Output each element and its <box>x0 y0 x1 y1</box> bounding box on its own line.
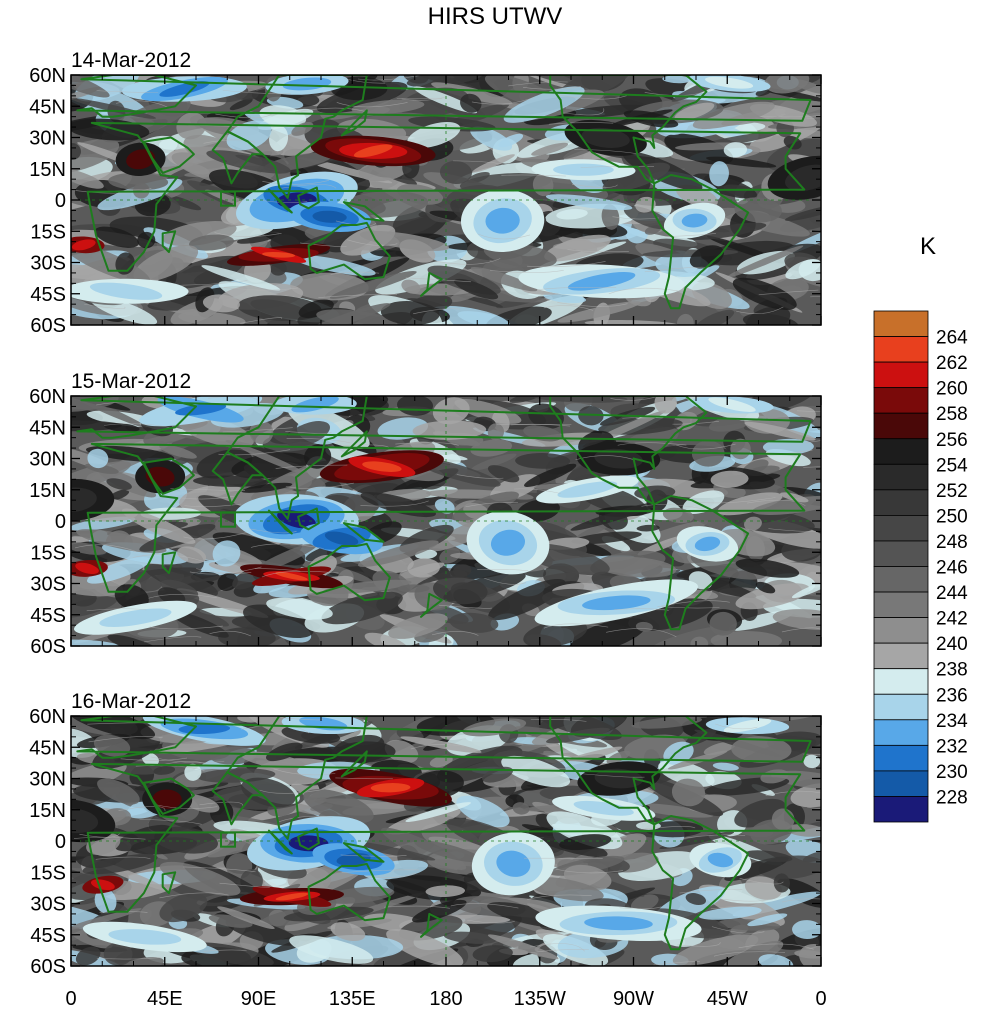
colorbar-swatch <box>873 566 929 593</box>
colorbar-swatch <box>873 642 929 670</box>
lat-tick-label: 15S <box>30 862 66 884</box>
colorbar-label: 260 <box>936 379 968 400</box>
colorbar-swatch <box>873 412 929 440</box>
lat-tick-label: 0 <box>55 511 66 533</box>
colorbar-label: 254 <box>936 455 968 476</box>
lon-tick-label: 90W <box>613 988 654 1010</box>
colorbar-swatch <box>873 770 929 797</box>
lat-tick-label: 15N <box>29 800 66 822</box>
colorbar-label: 262 <box>936 353 968 374</box>
colorbar-label: 248 <box>936 532 968 553</box>
lat-tick-label: 60N <box>29 386 66 408</box>
colorbar-label: 230 <box>936 762 968 783</box>
utwv-field <box>71 716 821 966</box>
colorbar-label: 240 <box>936 634 968 655</box>
lat-tick-label: 45S <box>30 284 66 306</box>
colorbar: 264 262 260 258 256 254 252 250 248 246 244 242 240 2… <box>873 310 968 823</box>
lat-tick-label: 15N <box>29 480 66 502</box>
colorbar-units: K <box>920 233 936 260</box>
colorbar-swatch <box>873 693 929 721</box>
colorbar-swatch <box>873 591 929 618</box>
lat-tick-label: 0 <box>55 831 66 853</box>
utwv-field <box>71 75 821 325</box>
colorbar-label: 232 <box>936 736 968 757</box>
lat-tick-label: 30N <box>29 449 66 471</box>
lat-tick-label: 15S <box>30 221 66 243</box>
panel-date-label: 15-Mar-2012 <box>71 370 191 393</box>
coastlines <box>76 75 812 310</box>
coastlines <box>76 716 812 951</box>
colorbar-label: 246 <box>936 558 968 579</box>
colorbar-swatch <box>873 515 929 542</box>
lon-tick-label: 90E <box>241 988 277 1010</box>
lat-tick-label: 45S <box>30 605 66 627</box>
panel-date-label: 14-Mar-2012 <box>71 49 191 72</box>
colorbar-swatch <box>873 796 929 823</box>
lat-tick-label: 0 <box>55 190 66 212</box>
colorbar-swatch <box>873 387 929 414</box>
colorbar-label: 228 <box>936 787 968 808</box>
colorbar-swatch <box>873 668 929 695</box>
lat-tick-label: 30S <box>30 894 66 916</box>
lat-tick-label: 30S <box>30 574 66 596</box>
colorbar-label: 250 <box>936 506 968 527</box>
colorbar-label: 242 <box>936 609 968 630</box>
lat-tick-label: 45N <box>29 96 66 118</box>
lat-tick-label: 30N <box>29 128 66 150</box>
lon-tick-label: 180 <box>429 988 462 1010</box>
colorbar-label: 234 <box>936 711 968 732</box>
colorbar-swatch <box>873 336 929 363</box>
colorbar-label: 244 <box>936 583 968 604</box>
lat-tick-label: 45N <box>29 737 66 759</box>
coastlines <box>76 396 812 631</box>
lon-tick-label: 0 <box>65 988 76 1010</box>
utwv-field <box>71 396 821 646</box>
lon-tick-label: 135W <box>514 988 566 1010</box>
lat-tick-label: 30N <box>29 769 66 791</box>
lon-tick-label: 135E <box>329 988 376 1010</box>
colorbar-label: 238 <box>936 660 968 681</box>
colorbar-swatch <box>873 438 929 465</box>
map-panels: 14-Mar-201260N45N30N15N015S30S45S60S15-M… <box>29 49 826 1010</box>
lon-axis-labels: 0 45E 90E 135E 180 135W 90W 45W 0 <box>65 988 826 1010</box>
colorbar-swatch <box>873 463 929 491</box>
colorbar-swatch <box>873 361 929 389</box>
panel-date-label: 16-Mar-2012 <box>71 690 191 713</box>
lat-tick-label: 60N <box>29 706 66 728</box>
lon-tick-label: 0 <box>815 988 826 1010</box>
colorbar-label: 256 <box>936 430 968 451</box>
colorbar-label: 264 <box>936 328 968 349</box>
lat-tick-label: 60S <box>30 956 66 978</box>
colorbar-swatch <box>873 489 929 516</box>
lat-tick-label: 30S <box>30 253 66 275</box>
lat-tick-label: 60N <box>29 65 66 87</box>
colorbar-swatch <box>873 719 929 746</box>
lat-tick-label: 15S <box>30 542 66 564</box>
colorbar-swatch <box>873 540 929 567</box>
lat-tick-label: 45S <box>30 925 66 947</box>
figure-title: HIRS UTWV <box>428 3 563 30</box>
lat-tick-label: 60S <box>30 315 66 337</box>
colorbar-swatch <box>873 310 929 337</box>
lon-tick-label: 45W <box>707 988 748 1010</box>
lon-tick-label: 45E <box>147 988 183 1010</box>
lat-tick-label: 45N <box>29 417 66 439</box>
colorbar-label: 236 <box>936 685 968 706</box>
colorbar-label: 252 <box>936 481 968 502</box>
lat-tick-label: 15N <box>29 159 66 181</box>
colorbar-swatch <box>873 744 929 772</box>
lat-tick-label: 60S <box>30 636 66 658</box>
colorbar-swatch <box>873 617 929 644</box>
colorbar-label: 258 <box>936 404 968 425</box>
